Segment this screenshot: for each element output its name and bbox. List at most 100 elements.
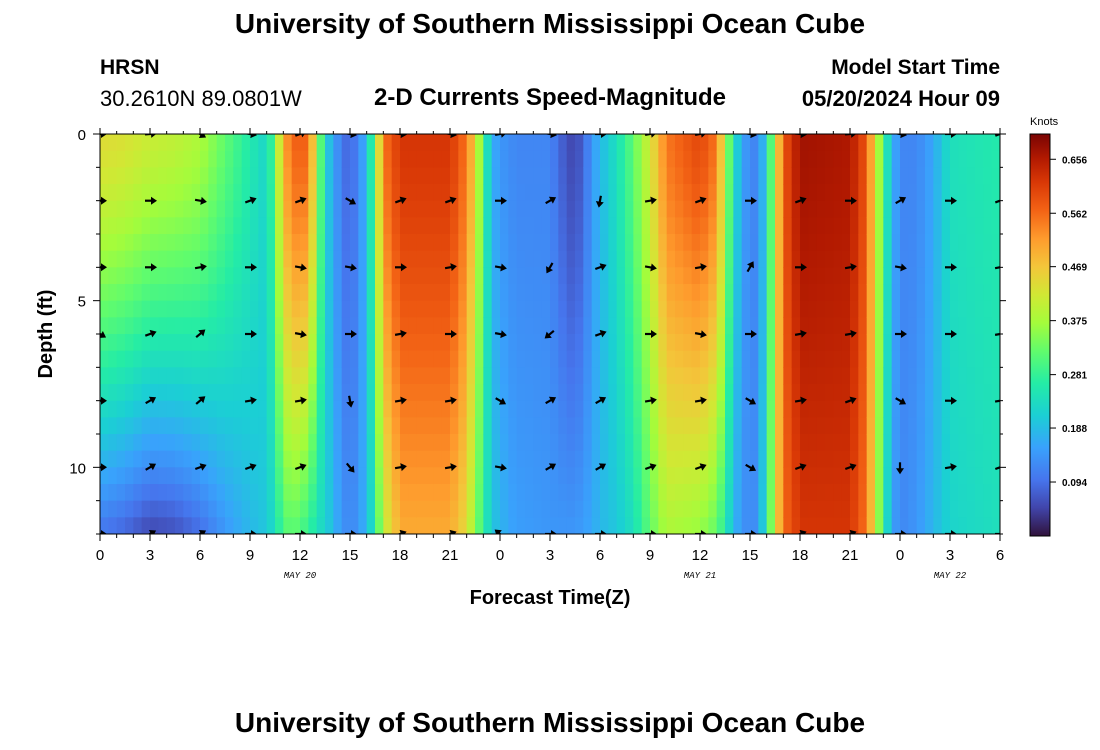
heatmap-cell [933,200,943,218]
heatmap-cell [441,300,451,318]
heatmap-cell [183,150,193,168]
heatmap-cell [183,517,193,534]
heatmap-cell [966,350,976,368]
heatmap-cell [391,517,401,534]
heatmap-cell [783,334,793,352]
heatmap-cell [433,167,443,185]
heatmap-cell [250,400,259,418]
heatmap-cell [125,417,134,435]
current-vector [395,263,407,272]
heatmap-cell [791,517,801,534]
heatmap-cell [425,217,434,235]
heatmap-cell [808,184,818,202]
heatmap-cell [658,467,668,485]
heatmap-cell [766,234,776,252]
heatmap-cell [858,517,868,534]
heatmap-cell [950,367,959,385]
heatmap-cell [133,367,143,385]
heatmap-cell [683,500,693,518]
heatmap-cell [850,367,859,385]
heatmap-cell [675,484,684,502]
heatmap-cell [591,384,601,402]
heatmap-cell [933,484,943,502]
heatmap-cell [391,150,401,168]
heatmap-cell [900,134,909,152]
heatmap-cell [175,184,184,202]
heatmap-cell [825,417,834,435]
heatmap-cell [841,267,851,285]
heatmap-cell [208,300,218,318]
heatmap-cell [641,367,651,385]
heatmap-cell [916,284,926,302]
heatmap-cell [683,434,693,452]
heatmap-cell [350,417,359,435]
heatmap-cell [458,234,468,252]
heatmap-cell [358,284,368,302]
heatmap-cell [241,184,251,202]
heatmap-cell [625,450,634,468]
heatmap-cell [341,350,351,368]
heatmap-cell [300,250,309,268]
heatmap-cell [558,334,568,352]
heatmap-cell [616,384,626,402]
heatmap-cell [225,200,234,218]
heatmap-cell [908,367,918,385]
heatmap-cell [133,417,143,435]
heatmap-cell [933,300,943,318]
heatmap-cell [941,467,951,485]
heatmap-cell [900,300,909,318]
heatmap-cell [858,434,868,452]
heatmap-cell [633,484,643,502]
heatmap-cell [341,367,351,385]
heatmap-cell [400,334,409,352]
heatmap-cell [600,484,609,502]
heatmap-cell [925,384,934,402]
x-tick-label: 9 [246,547,254,564]
heatmap-cell [841,134,851,152]
heatmap-cell [575,200,584,218]
current-vector [945,196,957,205]
heatmap-cell [600,334,609,352]
current-vector [245,530,257,534]
current-vector [444,196,457,205]
heatmap-cell [208,400,218,418]
heatmap-cell [300,184,309,202]
heatmap-cell [850,134,859,152]
heatmap-cell [233,417,243,435]
heatmap-cell [816,400,826,418]
heatmap-cell [300,334,309,352]
heatmap-cell [825,400,834,418]
heatmap-cell [933,317,943,335]
heatmap-cell [958,267,968,285]
heatmap-cell [291,134,301,152]
heatmap-cell [675,500,684,518]
current-vector [645,530,657,534]
heatmap-cell [416,517,426,534]
heatmap-cell [416,467,426,485]
heatmap-cell [250,217,259,235]
heatmap-cell [166,300,176,318]
heatmap-cell [883,267,893,285]
heatmap-cell [183,234,193,252]
heatmap-cell [266,217,276,235]
heatmap-cell [783,134,793,152]
heatmap-cell [641,417,651,435]
heatmap-cell [900,217,909,235]
heatmap-cell [908,234,918,252]
colorbar-tick-label: 0.656 [1062,155,1087,166]
heatmap-cell [750,250,759,268]
heatmap-cell [583,434,593,452]
heatmap-cell [941,517,951,534]
heatmap-cell [708,150,718,168]
current-vector [745,530,757,534]
heatmap-cell [891,467,901,485]
heatmap-cell [116,350,126,368]
heatmap-cell [900,450,909,468]
heatmap-cell [425,200,434,218]
heatmap-cell [733,167,743,185]
heatmap-cell [541,517,551,534]
heatmap-cell [666,450,676,468]
heatmap-cell [283,250,293,268]
heatmap-cell [291,517,301,534]
